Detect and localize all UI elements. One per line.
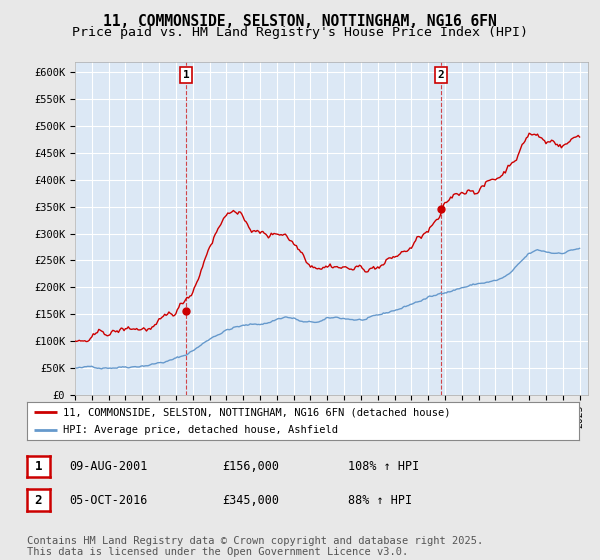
Text: 2: 2 xyxy=(437,70,444,80)
Text: Contains HM Land Registry data © Crown copyright and database right 2025.
This d: Contains HM Land Registry data © Crown c… xyxy=(27,535,483,557)
Text: 108% ↑ HPI: 108% ↑ HPI xyxy=(348,460,419,473)
Text: £345,000: £345,000 xyxy=(222,493,279,507)
Text: 1: 1 xyxy=(35,460,42,473)
Text: 11, COMMONSIDE, SELSTON, NOTTINGHAM, NG16 6FN (detached house): 11, COMMONSIDE, SELSTON, NOTTINGHAM, NG1… xyxy=(63,407,451,417)
Text: 11, COMMONSIDE, SELSTON, NOTTINGHAM, NG16 6FN: 11, COMMONSIDE, SELSTON, NOTTINGHAM, NG1… xyxy=(103,14,497,29)
Text: 88% ↑ HPI: 88% ↑ HPI xyxy=(348,493,412,507)
Text: HPI: Average price, detached house, Ashfield: HPI: Average price, detached house, Ashf… xyxy=(63,425,338,435)
Text: Price paid vs. HM Land Registry's House Price Index (HPI): Price paid vs. HM Land Registry's House … xyxy=(72,26,528,39)
Text: 2: 2 xyxy=(35,493,42,507)
Text: 05-OCT-2016: 05-OCT-2016 xyxy=(69,493,148,507)
Text: 1: 1 xyxy=(182,70,190,80)
Text: £156,000: £156,000 xyxy=(222,460,279,473)
Text: 09-AUG-2001: 09-AUG-2001 xyxy=(69,460,148,473)
